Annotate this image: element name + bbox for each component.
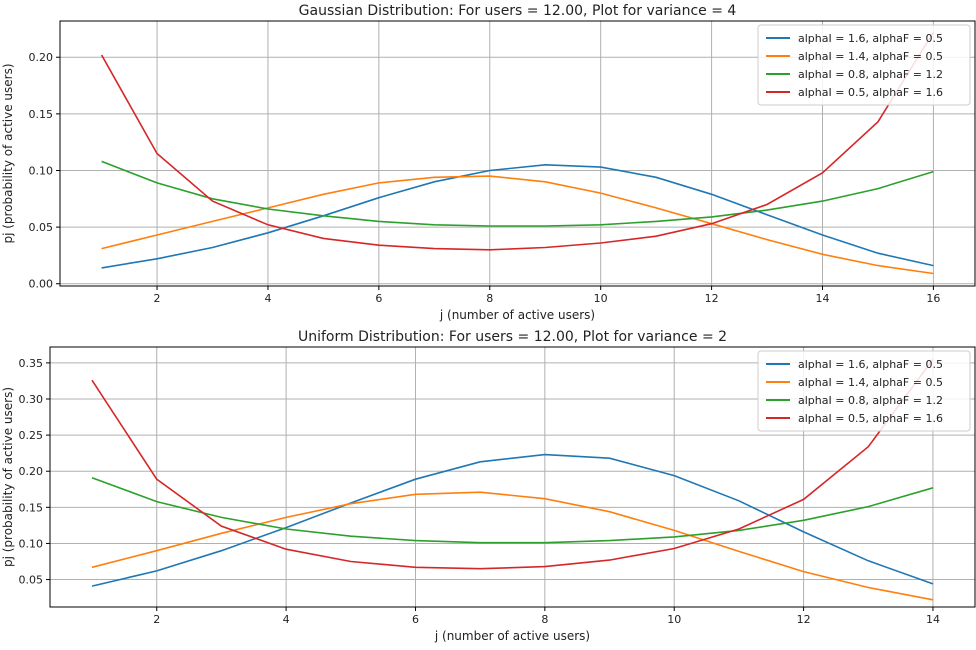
x-tick-label: 6: [412, 613, 419, 626]
legend-label: alphaI = 1.4, alphaF = 0.5: [798, 376, 943, 389]
series-line-4: [91, 358, 934, 570]
y-tick-label: 0.15: [19, 501, 44, 514]
series-line-1: [101, 163, 934, 269]
legend-box: [757, 350, 971, 432]
series-group: [91, 358, 934, 601]
x-tick-label: 16: [926, 292, 940, 305]
y-tick-label: 0.25: [19, 429, 44, 442]
legend-label: alphaI = 1.4, alphaF = 0.5: [798, 50, 943, 63]
legend-label: alphaI = 0.5, alphaF = 1.6: [798, 412, 943, 425]
legend-box: [757, 24, 971, 106]
legend: alphaI = 1.6, alphaF = 0.5 alphaI = 1.4, …: [757, 350, 971, 432]
chart-1: Gaussian Distribution: For users = 12.00…: [1, 3, 976, 322]
y-tick-label: 0.05: [19, 574, 44, 587]
y-tick-label: 0.20: [29, 51, 54, 64]
x-tick-label: 4: [283, 613, 290, 626]
series-line-3: [101, 160, 934, 227]
legend-label: alphaI = 0.8, alphaF = 1.2: [798, 394, 943, 407]
x-tick-label: 12: [705, 292, 719, 305]
x-tick-label: 4: [264, 292, 271, 305]
plot-frame: [59, 20, 976, 287]
legend: alphaI = 1.6, alphaF = 0.5 alphaI = 1.4, …: [757, 24, 971, 106]
x-axis-label: j (number of active users): [434, 629, 590, 643]
x-tick-label: 12: [797, 613, 811, 626]
x-tick-label: 8: [541, 613, 548, 626]
x-axis-label: j (number of active users): [439, 308, 595, 322]
series-line-1: [91, 453, 934, 587]
legend-label: alphaI = 1.6, alphaF = 0.5: [798, 358, 943, 371]
legend-label: alphaI = 1.6, alphaF = 0.5: [798, 32, 943, 45]
x-tick-label: 6: [375, 292, 382, 305]
y-tick-label: 0.10: [19, 537, 44, 550]
x-tick-label: 2: [154, 292, 161, 305]
y-tick-label: 0.30: [19, 393, 44, 406]
y-axis-label: pj (probability of active users): [1, 387, 15, 567]
y-tick-label: 0.15: [29, 108, 54, 121]
series-group: [100, 31, 935, 275]
x-tick-label: 14: [926, 613, 940, 626]
x-tick-label: 10: [594, 292, 608, 305]
y-tick-label: 0.10: [29, 164, 54, 177]
y-tick-label: 0.35: [19, 357, 44, 370]
x-tick-label: 8: [486, 292, 493, 305]
series-line-3: [91, 476, 934, 544]
chart-title: Gaussian Distribution: For users = 12.00…: [299, 3, 737, 19]
legend-label: alphaI = 0.8, alphaF = 1.2: [798, 68, 943, 81]
series-line-4: [100, 31, 935, 251]
y-tick-label: 0.00: [29, 278, 54, 291]
plot-frame: [49, 346, 976, 608]
series-line-2: [101, 175, 934, 275]
y-tick-label: 0.05: [29, 221, 54, 234]
x-tick-label: 2: [153, 613, 160, 626]
y-tick-label: 0.20: [19, 465, 44, 478]
series-line-2: [91, 491, 934, 601]
legend-label: alphaI = 0.5, alphaF = 1.6: [798, 86, 943, 99]
x-tick-label: 14: [816, 292, 830, 305]
x-tick-label: 10: [667, 613, 681, 626]
chart-title: Uniform Distribution: For users = 12.00,…: [298, 329, 727, 345]
chart-2: Uniform Distribution: For users = 12.00,…: [1, 329, 976, 643]
y-axis-label: pj (probability of active users): [1, 63, 15, 243]
